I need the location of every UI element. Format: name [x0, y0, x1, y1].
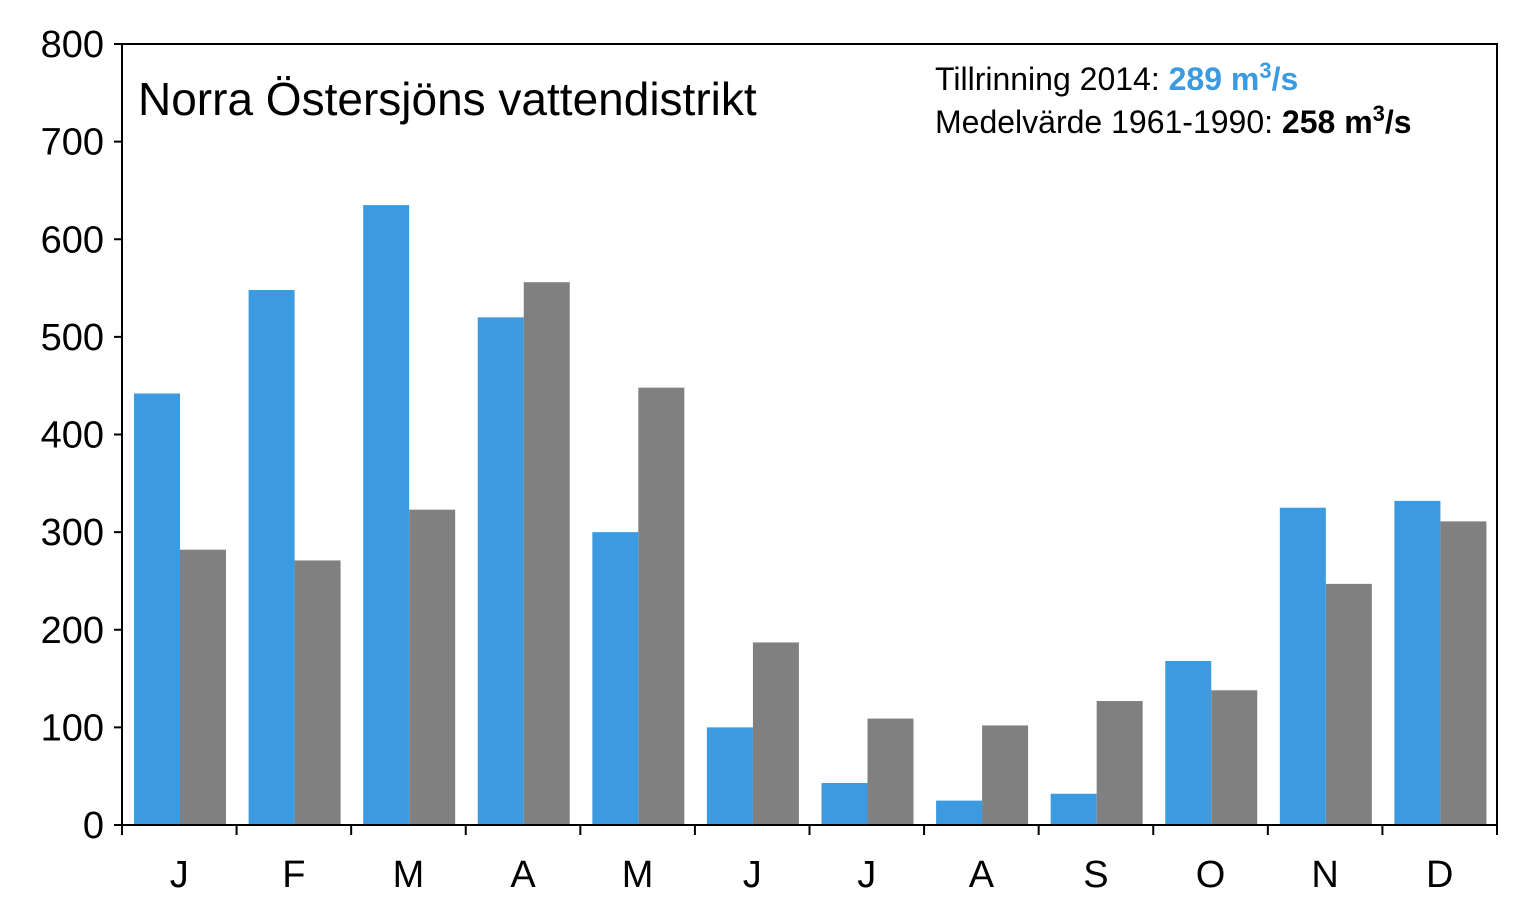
bar-mean-8 [982, 725, 1029, 825]
info-2014-unit: /s [1272, 61, 1299, 97]
bars-layer [134, 205, 1487, 826]
x-category-label: J [170, 854, 189, 896]
bar-mean-6 [752, 642, 799, 825]
x-category-label: J [857, 854, 876, 896]
bar-mean-4 [523, 282, 570, 826]
y-tick-label: 400 [41, 415, 104, 457]
bar-mean-12 [1440, 521, 1487, 825]
bar-mean-7 [867, 718, 914, 825]
y-tick-label: 300 [41, 512, 104, 554]
x-category-label: A [969, 854, 995, 896]
info-2014-value: 289 m [1169, 61, 1260, 97]
y-tick-label: 700 [41, 122, 104, 164]
bar-2014-8 [936, 800, 983, 825]
x-category-label: S [1083, 854, 1108, 896]
chart-title: Norra Östersjöns vattendistrikt [138, 73, 757, 125]
bar-2014-6 [706, 727, 753, 825]
bar-mean-3 [409, 509, 456, 825]
bar-mean-9 [1096, 701, 1143, 825]
info-mean-label: Medelvärde 1961-1990: [935, 104, 1282, 140]
bar-2014-4 [477, 317, 524, 825]
x-category-label: F [282, 854, 305, 896]
bar-2014-2 [248, 290, 295, 825]
bar-2014-1 [134, 393, 180, 825]
x-category-label: O [1196, 854, 1226, 896]
bar-mean-2 [294, 560, 341, 825]
bar-2014-12 [1394, 500, 1441, 825]
bar-mean-5 [638, 387, 685, 825]
bar-2014-7 [821, 783, 868, 825]
x-category-label: A [510, 854, 536, 896]
info-mean-unit: /s [1385, 104, 1412, 140]
y-tick-label: 600 [41, 219, 104, 261]
bar-2014-10 [1165, 660, 1212, 825]
info-line-2014: Tillrinning 2014: 289 m3/s [935, 58, 1298, 97]
info-line-mean: Medelvärde 1961-1990: 258 m3/s [935, 101, 1412, 140]
info-mean-value: 258 m [1282, 104, 1373, 140]
bar-mean-1 [180, 549, 226, 825]
y-tick-label: 100 [41, 707, 104, 749]
x-category-label: J [743, 854, 762, 896]
bar-2014-5 [592, 532, 639, 825]
bar-2014-11 [1279, 507, 1326, 825]
info-2014-sup: 3 [1259, 58, 1271, 83]
y-tick-label: 200 [41, 610, 104, 652]
x-category-label: N [1311, 854, 1338, 896]
y-tick-labels: 0 100 200 300 400 500 600 700 800 [41, 24, 104, 847]
y-tick-label: 500 [41, 317, 104, 359]
bar-2014-9 [1050, 793, 1097, 825]
y-tick-label: 0 [83, 805, 104, 847]
info-2014-label: Tillrinning 2014: [935, 61, 1169, 97]
x-category-label: M [393, 854, 425, 896]
info-mean-sup: 3 [1373, 101, 1385, 126]
bar-2014-3 [363, 205, 410, 826]
y-tick-label: 800 [41, 24, 104, 66]
x-category-label: M [622, 854, 654, 896]
bar-mean-11 [1325, 583, 1372, 825]
axes-layer [114, 43, 1498, 835]
x-category-label: D [1426, 854, 1453, 896]
bar-mean-10 [1211, 690, 1258, 825]
